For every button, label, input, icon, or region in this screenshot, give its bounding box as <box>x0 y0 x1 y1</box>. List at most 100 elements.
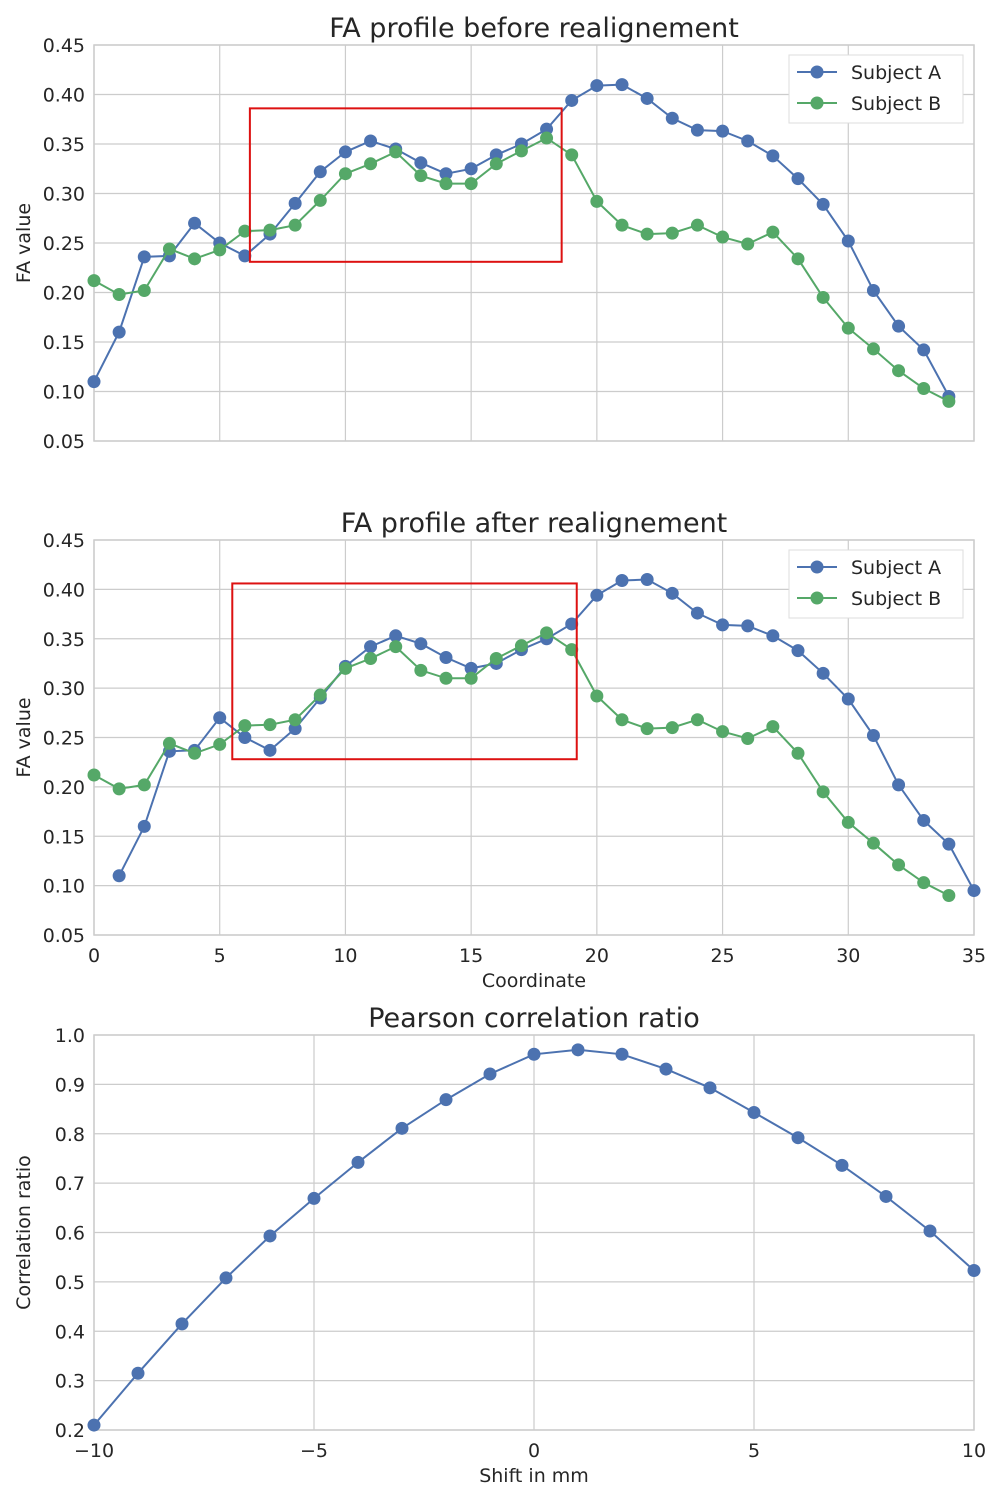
data-point <box>131 1366 145 1380</box>
data-point <box>565 148 579 162</box>
y-tick-label: 0.05 <box>43 431 85 453</box>
data-point <box>665 226 679 240</box>
data-point <box>747 1106 761 1120</box>
series-subject-a <box>87 78 956 403</box>
data-point <box>816 666 830 680</box>
data-point <box>175 1317 189 1331</box>
data-point <box>690 123 704 137</box>
data-point <box>307 1191 321 1205</box>
data-point <box>489 148 503 162</box>
data-point <box>766 225 780 239</box>
x-tick-label: 35 <box>962 945 986 967</box>
y-tick-label: 0.10 <box>43 382 85 404</box>
data-point <box>615 218 629 232</box>
legend-label: Subject B <box>851 588 941 610</box>
data-point <box>439 177 453 191</box>
y-tick-label: 0.5 <box>55 1272 85 1294</box>
data-point <box>288 713 302 727</box>
data-point <box>866 836 880 850</box>
data-point <box>540 626 554 640</box>
x-tick-label: 30 <box>836 945 860 967</box>
y-tick-label: 0.30 <box>43 678 85 700</box>
data-point <box>741 237 755 251</box>
plot-frame <box>93 1034 975 1431</box>
data-point <box>514 639 528 653</box>
data-point <box>590 79 604 93</box>
data-point <box>690 218 704 232</box>
data-point <box>791 1131 805 1145</box>
data-point <box>162 736 176 750</box>
data-point <box>87 768 101 782</box>
data-point <box>923 1224 937 1238</box>
data-point <box>489 157 503 171</box>
data-point <box>766 149 780 163</box>
data-point <box>942 394 956 408</box>
data-point <box>892 319 906 333</box>
data-point <box>791 252 805 266</box>
data-point <box>464 177 478 191</box>
y-tick-label: 0.05 <box>43 925 85 947</box>
data-point <box>690 606 704 620</box>
data-point <box>288 196 302 210</box>
data-point <box>112 287 126 301</box>
data-point <box>464 671 478 685</box>
y-tick-label: 0.2 <box>55 1420 85 1442</box>
data-point <box>665 721 679 735</box>
y-tick-label: 0.40 <box>43 579 85 601</box>
data-point <box>389 145 403 159</box>
x-tick-label: 20 <box>585 945 609 967</box>
data-point <box>540 131 554 145</box>
data-point <box>364 640 378 654</box>
data-point <box>835 1158 849 1172</box>
data-point <box>514 144 528 158</box>
data-point <box>690 713 704 727</box>
data-point <box>364 134 378 148</box>
data-point <box>338 145 352 159</box>
data-point <box>439 167 453 181</box>
data-point <box>219 1271 233 1285</box>
data-point <box>640 91 654 105</box>
data-point <box>414 156 428 170</box>
y-tick-label: 1.0 <box>55 1025 85 1047</box>
x-tick-label: 25 <box>710 945 734 967</box>
y-tick-label: 0.20 <box>43 283 85 305</box>
x-tick-label: 5 <box>214 945 226 967</box>
data-point <box>137 778 151 792</box>
data-point <box>288 722 302 736</box>
data-point <box>565 617 579 631</box>
data-point <box>615 78 629 92</box>
chart-title: FA profile after realignement <box>341 508 728 539</box>
data-point <box>414 169 428 183</box>
data-point <box>879 1189 893 1203</box>
data-point <box>665 586 679 600</box>
data-point <box>188 216 202 230</box>
data-point <box>892 364 906 378</box>
data-point <box>615 713 629 727</box>
y-tick-label: 0.9 <box>55 1074 85 1096</box>
data-point <box>188 746 202 760</box>
data-point <box>313 165 327 179</box>
data-point <box>364 652 378 665</box>
y-tick-label: 0.45 <box>43 35 85 57</box>
data-point <box>188 252 202 266</box>
x-tick-label: 5 <box>748 1440 760 1462</box>
data-point <box>439 671 453 685</box>
y-tick-label: 0.25 <box>43 233 85 255</box>
data-point <box>213 737 227 751</box>
data-point <box>483 1067 497 1081</box>
y-axis-label: FA value <box>13 697 35 777</box>
data-point <box>866 284 880 298</box>
data-point <box>640 227 654 241</box>
data-point <box>816 290 830 304</box>
y-tick-label: 0.4 <box>55 1321 85 1343</box>
y-tick-label: 0.30 <box>43 184 85 206</box>
data-point <box>841 234 855 248</box>
data-point <box>414 637 428 651</box>
data-point <box>263 743 277 757</box>
data-point <box>841 692 855 706</box>
x-tick-label: 10 <box>962 1440 986 1462</box>
data-point <box>338 167 352 181</box>
x-tick-label: 0 <box>528 1440 540 1462</box>
legend: Subject A Subject B <box>788 54 964 124</box>
